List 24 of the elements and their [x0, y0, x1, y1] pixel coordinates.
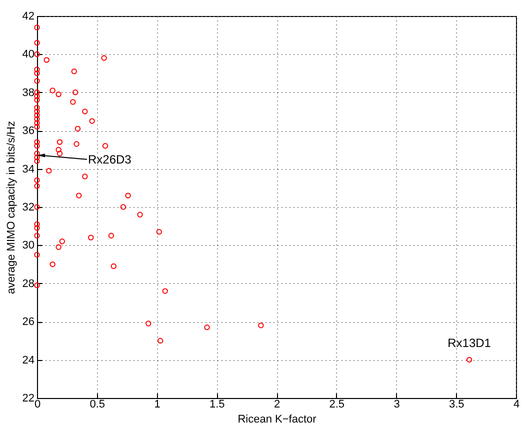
y-tick-label: 42: [22, 10, 34, 22]
y-tick-label: 28: [22, 278, 34, 290]
y-tick-label: 22: [22, 392, 34, 404]
x-axis-title: Ricean K−factor: [238, 414, 317, 426]
y-tick-label: 26: [22, 316, 34, 328]
y-tick-label: 36: [22, 125, 34, 138]
x-tick-label: 1: [154, 398, 160, 410]
x-tick-label: 0.5: [90, 398, 106, 410]
annotation: Rx13D1: [448, 336, 492, 350]
x-tick-label: 3.5: [448, 398, 464, 410]
x-tick-label: 0: [34, 398, 41, 410]
annotation: Rx26D3: [88, 152, 132, 166]
y-tick-label: 40: [22, 48, 34, 61]
y-tick-label: 24: [22, 354, 34, 366]
x-tick-label: 2: [274, 398, 280, 410]
y-axis-title: average MIMO capacity in bits/s/Hz: [5, 120, 18, 294]
x-tick-label: 3: [394, 398, 400, 410]
y-tick-label: 32: [22, 202, 34, 214]
x-tick-label: 1.5: [209, 398, 225, 410]
y-tick-label: 38: [22, 86, 34, 99]
y-tick-label: 34: [22, 163, 34, 176]
y-tick-label: 30: [22, 240, 34, 252]
x-tick-label: 2.5: [329, 398, 345, 410]
x-tick-label: 4: [513, 398, 520, 410]
